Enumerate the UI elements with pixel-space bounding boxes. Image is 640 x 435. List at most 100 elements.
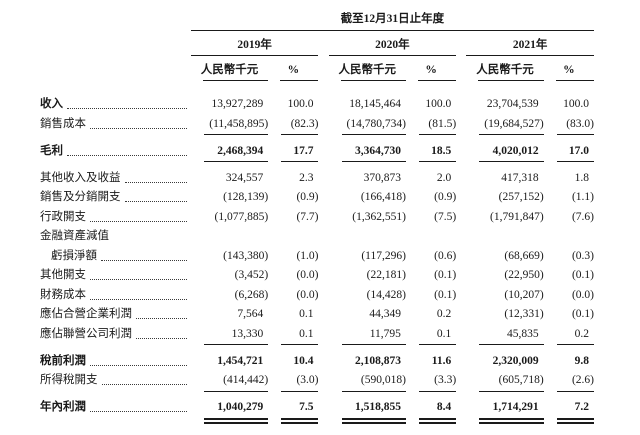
value-cell-2020-percent: (7.5) (434, 210, 457, 223)
column-gap (456, 392, 466, 424)
table-body: 收入 13,927,289 100.0 18,145,464 100.0 23,… (40, 81, 594, 424)
column-gap (456, 246, 466, 266)
value-cell-2019-amount: 324,557 (225, 171, 264, 184)
dot-leader (90, 127, 187, 129)
value-cell-2020-amount: 2,108,873 (354, 354, 401, 367)
value-cell-2019-percent: 17.7 (268, 135, 319, 163)
value-cell-2020-amount: 44,349 (369, 308, 401, 320)
column-gap (456, 56, 466, 81)
value-cell-2020-percent (406, 227, 456, 247)
column-gap (456, 188, 466, 208)
value-cell-2019-amount: 13,330 (190, 324, 269, 346)
row-label-cell: 銷售及分銷開支 (40, 188, 191, 208)
value-cell-2021-amount: (257,152) (498, 191, 544, 203)
value-cell-2021-percent: 17.0 (543, 135, 594, 163)
value-cell-2020-percent: 18.5 (405, 135, 457, 163)
value-cell-2019-amount: (3,452) (234, 269, 269, 281)
column-gap (456, 81, 466, 114)
unit-header-2020: 人民幣千元 (328, 56, 406, 81)
table-row: 銷售成本 (11,458,895) (82.3) (14,780,734) (8… (40, 114, 594, 136)
dot-leader (90, 279, 187, 280)
value-cell-2021-amount: (19,684,527) (466, 114, 544, 136)
table-row: 稅前利潤 1,454,721 10.4 2,108,873 11.6 2,320… (40, 346, 594, 371)
value-cell-2021-percent: 9.8 (574, 354, 589, 367)
dot-leader (101, 384, 187, 385)
value-cell-2020-amount: 3,364,730 (328, 135, 406, 163)
value-cell-2020-amount (329, 227, 406, 247)
column-gap (456, 136, 466, 163)
value-cell-2020-percent: (0.1) (434, 269, 457, 281)
row-label: 銷售成本 (40, 117, 86, 130)
value-cell-2021-percent: (1.1) (571, 191, 594, 203)
column-gap (318, 371, 328, 393)
value-cell-2021-amount: (1,791,847) (489, 210, 544, 223)
value-cell-2019-percent: 100.0 (287, 98, 314, 110)
value-cell-2020-amount: (166,418) (360, 191, 406, 203)
value-cell-2020-amount: 1,518,855 (328, 392, 406, 424)
row-label-cell: 銷售成本 (40, 114, 191, 134)
period-header-row: 截至12月31日止年度 (40, 10, 594, 31)
table-row: 應佔聯營公司利潤 13,330 0.1 11,795 0.1 45,835 0.… (40, 324, 594, 346)
row-label-cell: 毛利 (40, 136, 191, 161)
column-gap (456, 227, 466, 247)
value-cell-2021-percent: (7.6) (571, 210, 594, 223)
column-gap (318, 305, 328, 325)
value-cell-2021-percent: 1.8 (574, 171, 589, 184)
value-cell-2021-amount: 45,835 (466, 324, 544, 346)
value-cell-2020-amount: (1,362,551) (352, 210, 406, 223)
value-cell-2021-percent: 7.2 (543, 392, 594, 424)
table-row: 其他收入及收益 324,557 2.3 370,873 2.0 417,318 … (40, 163, 594, 188)
value-cell-2021-percent (544, 227, 594, 247)
column-gap (318, 56, 328, 81)
value-cell-2021-amount: 23,704,539 (486, 98, 539, 110)
column-gap (456, 285, 466, 305)
dot-leader (67, 154, 187, 156)
column-gap (456, 324, 466, 346)
dot-leader (101, 259, 187, 261)
column-gap (318, 188, 328, 208)
table-row: 收入 13,927,289 100.0 18,145,464 100.0 23,… (40, 81, 594, 114)
value-cell-2020-percent: (0.9) (434, 191, 457, 203)
table-row: 毛利 2,468,394 17.7 3,364,730 18.5 4,020,0… (40, 135, 594, 163)
row-label-cell: 應佔合營企業利潤 (40, 305, 191, 325)
table-row: 銷售及分銷開支 (128,139) (0.9) (166,418) (0.9) … (40, 188, 594, 208)
row-label: 其他開支 (40, 269, 86, 281)
value-cell-2021-percent: (2.6) (543, 370, 594, 392)
dot-leader (90, 298, 187, 300)
value-cell-2021-amount: (10,207) (504, 288, 544, 301)
row-label-cell: 其他開支 (40, 266, 191, 286)
value-cell-2019-amount: (11,458,895) (190, 114, 269, 136)
table-row: 財務成本 (6,268) (0.0) (14,428) (0.1) (10,20… (40, 285, 594, 305)
column-gap (318, 136, 328, 163)
column-gap (318, 392, 328, 424)
header-spacer (40, 56, 191, 81)
value-cell-2020-percent: 2.0 (436, 171, 452, 184)
dot-leader (90, 220, 187, 222)
column-gap (456, 305, 466, 325)
unit-header-2021: 人民幣千元 (466, 56, 544, 81)
column-gap (456, 163, 466, 188)
value-cell-2021-amount: (68,669) (504, 249, 544, 262)
value-cell-2019-percent: (7.7) (296, 210, 319, 223)
row-label: 收入 (40, 98, 63, 110)
column-gap (318, 246, 328, 266)
value-cell-2019-percent: 0.1 (268, 324, 319, 346)
value-cell-2019-percent: (82.3) (268, 114, 319, 136)
dot-leader (67, 108, 187, 109)
value-cell-2021-amount: 4,020,012 (466, 135, 544, 163)
table-row: 行政開支 (1,077,885) (7.7) (1,362,551) (7.5)… (40, 207, 594, 227)
row-label-cell: 其他收入及收益 (40, 163, 191, 188)
column-gap (318, 207, 328, 227)
row-label: 年內利潤 (40, 401, 86, 413)
value-cell-2021-percent: 100.0 (563, 98, 589, 110)
column-gap (318, 266, 328, 286)
row-label-cell: 金融資產減值 (40, 227, 191, 247)
value-cell-2020-percent: (0.6) (434, 249, 457, 262)
dot-leader (124, 181, 187, 183)
value-cell-2019-amount: 1,040,279 (190, 392, 268, 424)
value-cell-2020-amount: (22,181) (366, 269, 406, 281)
value-cell-2019-percent: 10.4 (293, 354, 314, 367)
column-gap (318, 285, 328, 305)
value-cell-2020-percent: 0.1 (405, 324, 457, 346)
value-cell-2020-percent: 0.2 (436, 308, 452, 320)
